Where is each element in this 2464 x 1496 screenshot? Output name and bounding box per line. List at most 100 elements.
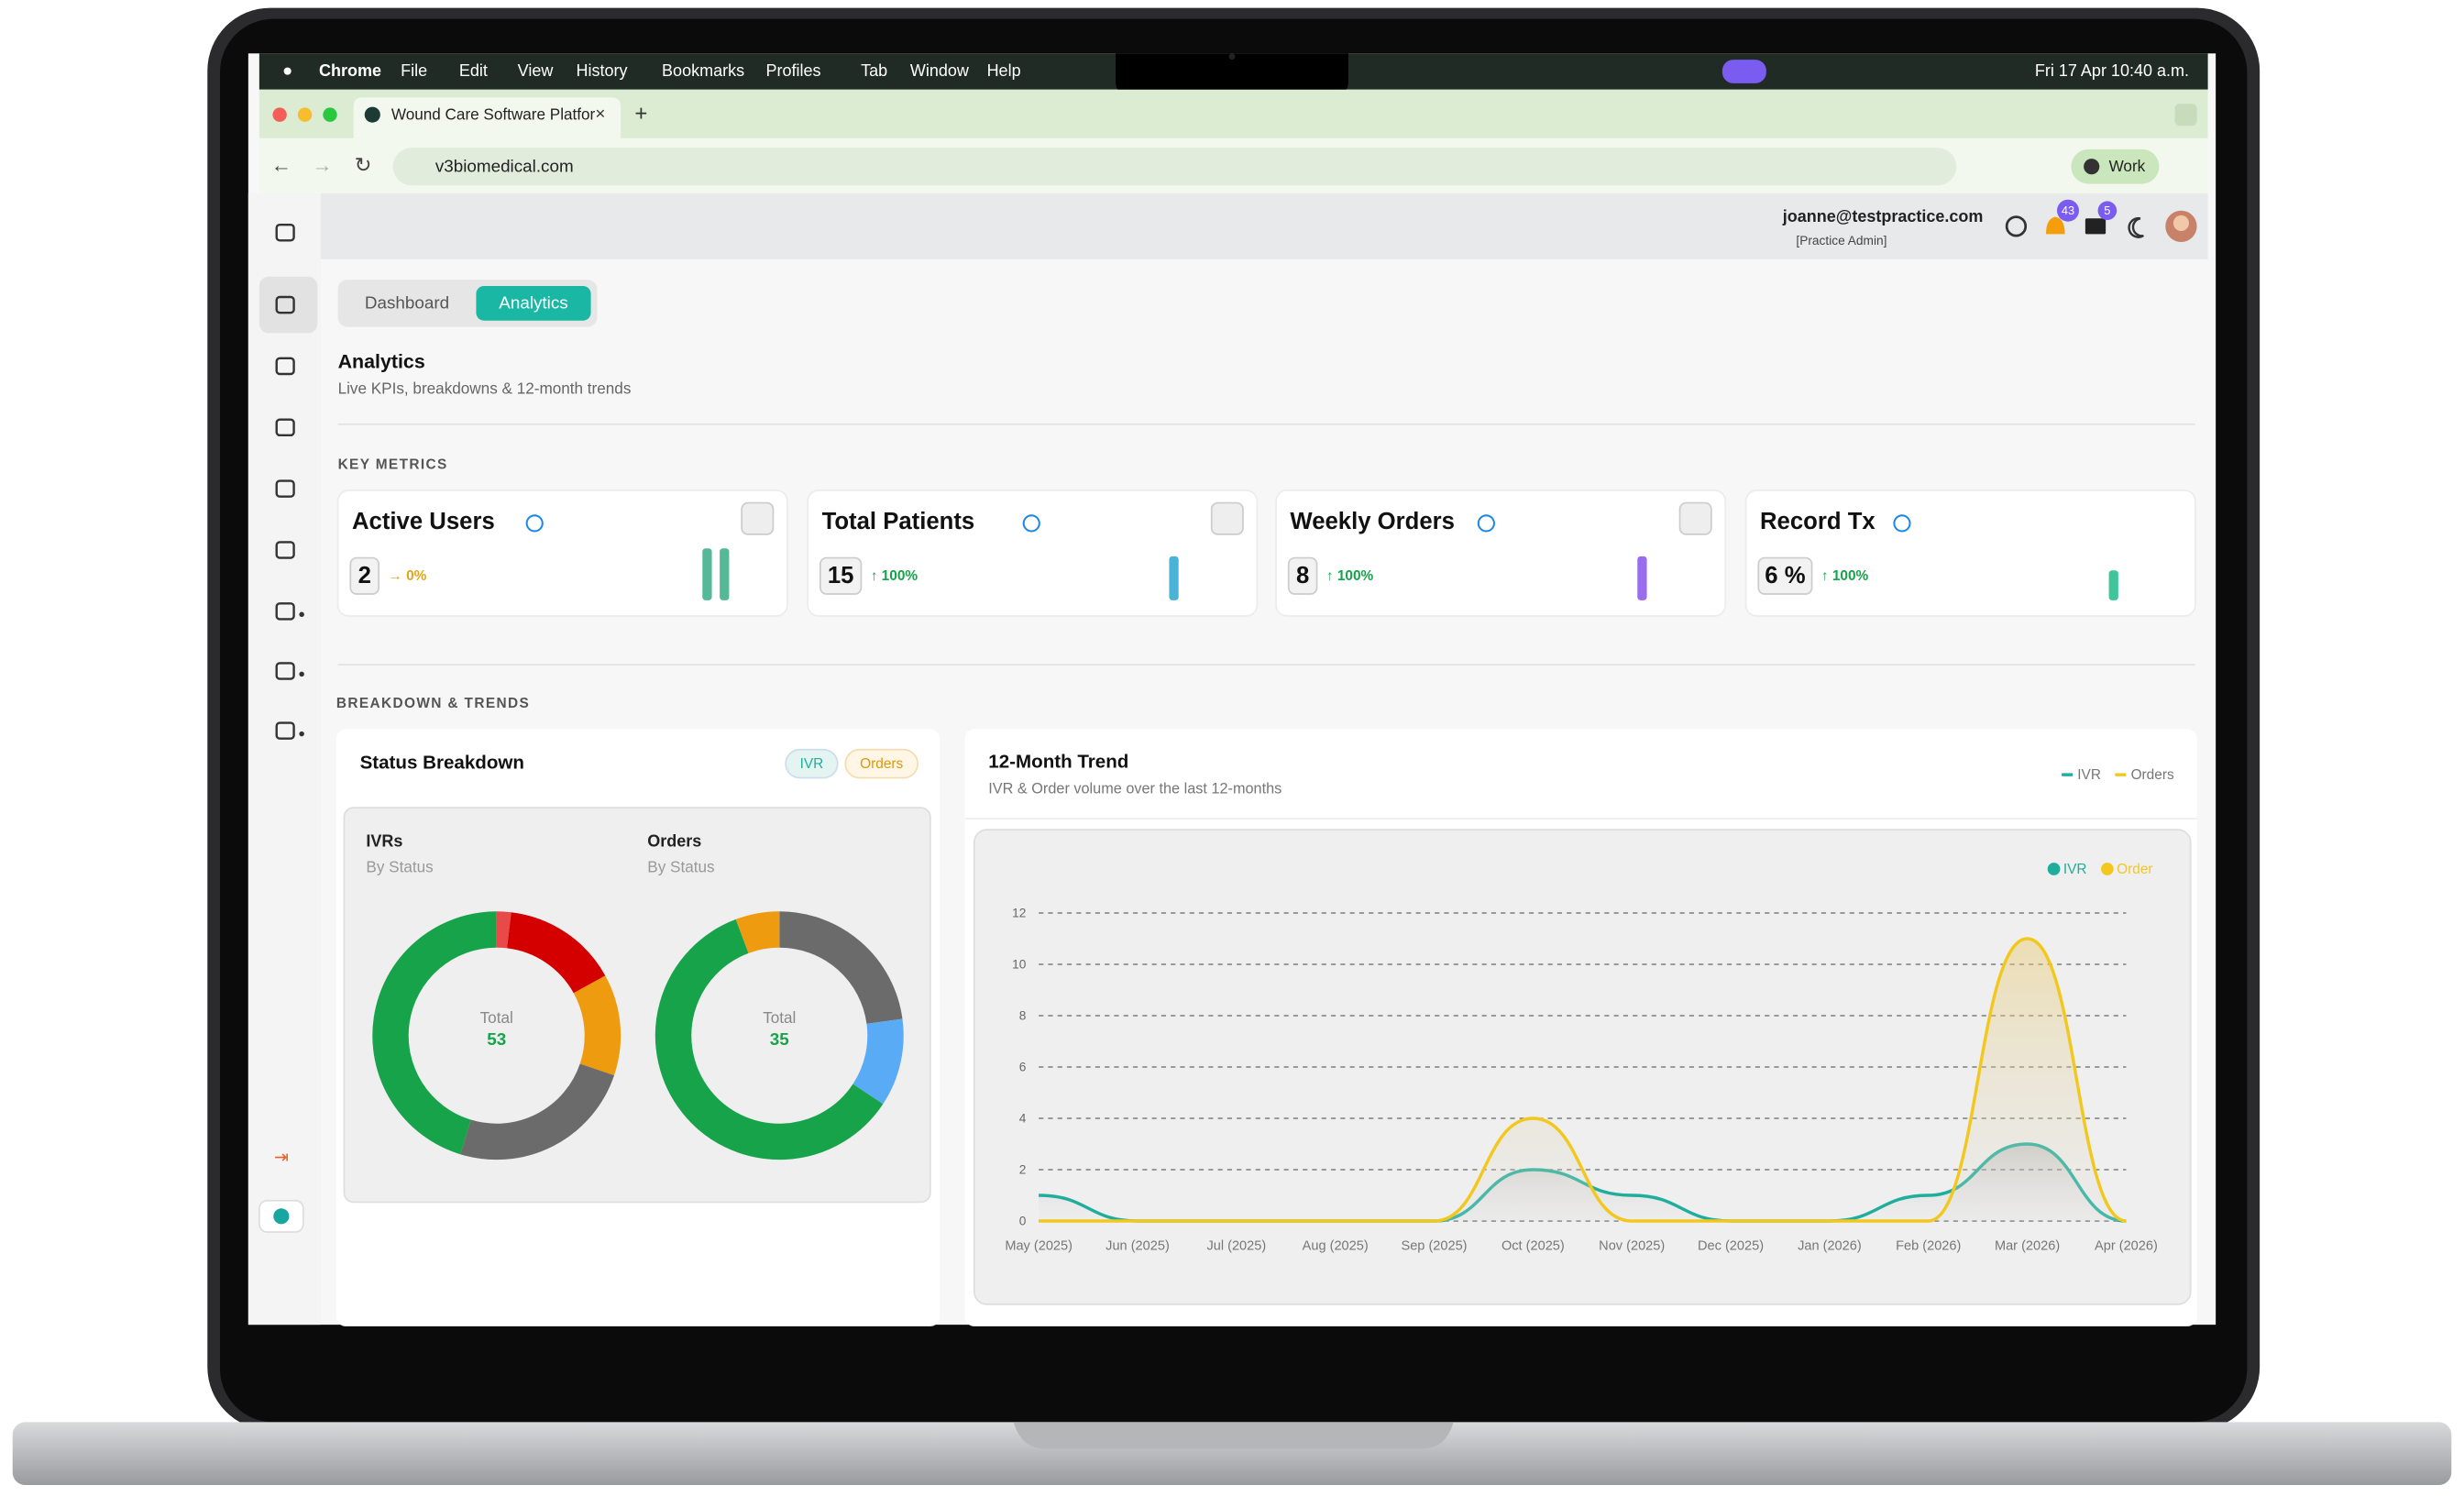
message-count: 5 — [2104, 204, 2110, 217]
apple-logo: ● — [282, 60, 292, 80]
metric-value: 6 % — [1765, 563, 1805, 588]
close-dot[interactable] — [272, 107, 287, 122]
active-tab[interactable] — [353, 97, 622, 138]
x-tick-label: Dec (2025) — [1698, 1238, 1764, 1253]
menu-item[interactable]: View — [518, 61, 555, 80]
y-tick-label: 2 — [1019, 1162, 1027, 1176]
sidebar-icon[interactable] — [275, 479, 295, 498]
spark-bar — [702, 548, 712, 600]
sidebar-icon[interactable] — [275, 602, 295, 621]
camera-notch — [1116, 53, 1348, 94]
theme-icon[interactable] — [2128, 216, 2144, 238]
donut-segment — [573, 975, 622, 1076]
app-header — [320, 192, 2208, 259]
spark-bar — [2108, 570, 2118, 600]
legend-label: IVR — [2077, 767, 2101, 783]
pill[interactable] — [844, 748, 918, 779]
info-icon[interactable] — [1893, 514, 1911, 533]
profile-chip[interactable] — [2071, 148, 2160, 184]
value-box — [349, 556, 380, 595]
info-icon[interactable] — [1022, 514, 1040, 533]
value-box — [1757, 556, 1813, 595]
menu-item[interactable]: Help — [987, 61, 1021, 80]
card-title: Status Breakdown — [360, 753, 524, 774]
metric-title: Record Tx — [1760, 509, 1876, 534]
tab-dashboard[interactable]: Dashboard — [365, 293, 449, 313]
metric-value: 8 — [1296, 563, 1309, 588]
donut-panel — [343, 807, 931, 1204]
back[interactable]: ← — [271, 154, 292, 177]
page-title: Analytics — [338, 351, 425, 373]
tab-search[interactable] — [2174, 104, 2197, 126]
max-dot[interactable] — [323, 107, 337, 122]
x-tick-label: Oct (2025) — [1502, 1238, 1565, 1253]
x-tick-label: Jan (2026) — [1798, 1238, 1862, 1253]
pill-orders[interactable]: Orders — [860, 756, 903, 772]
donut-segment — [735, 911, 780, 954]
menu-item[interactable]: History — [576, 61, 627, 80]
legend-label: Orders — [2131, 767, 2174, 783]
x-tick-label: Feb (2026) — [1896, 1238, 1961, 1253]
profile-avatar — [2084, 159, 2100, 175]
y-tick-label: 8 — [1019, 1008, 1027, 1022]
reload[interactable]: ↻ — [355, 154, 372, 177]
metric-title: Active Users — [352, 509, 495, 534]
profile-name: Work — [2109, 157, 2146, 175]
sidebar — [248, 192, 321, 1326]
url[interactable]: v3biomedical.com — [435, 157, 574, 176]
user-role: [Practice Admin] — [1796, 234, 1886, 248]
menu-item[interactable]: Edit — [459, 61, 488, 80]
tab-analytics[interactable]: Analytics — [499, 293, 567, 313]
sidebar-icon[interactable] — [275, 357, 295, 376]
info-icon[interactable] — [1477, 514, 1495, 533]
logout-icon[interactable]: ⇥ — [274, 1147, 289, 1166]
menu-item[interactable]: Tab — [861, 61, 887, 80]
compass-icon — [273, 1208, 290, 1225]
page-subtitle: Live KPIs, breakdowns & 12-month trends — [338, 380, 632, 398]
menu-item[interactable]: File — [401, 61, 427, 80]
metric-value: 15 — [828, 563, 854, 588]
menu-item[interactable]: Bookmarks — [662, 61, 744, 80]
avatar-face — [2172, 214, 2189, 231]
x-tick-label: Jul (2025) — [1206, 1238, 1266, 1253]
sidebar-icon[interactable] — [275, 662, 295, 680]
donut-title: IVRs — [366, 832, 402, 851]
card-subtitle: IVR & Order volume over the last 12-mont… — [988, 781, 1282, 798]
sidebar-icon[interactable] — [275, 223, 295, 242]
metric-card — [1744, 490, 2196, 617]
chart-toggle[interactable] — [741, 501, 775, 535]
sidebar-icon[interactable] — [275, 541, 295, 559]
sidebar-icon[interactable] — [275, 721, 295, 740]
new-tab[interactable]: + — [634, 101, 647, 126]
camera — [1228, 53, 1236, 60]
spark-bar — [1169, 556, 1179, 600]
value-box — [1287, 556, 1318, 595]
pill[interactable] — [785, 748, 839, 779]
forward[interactable]: → — [312, 154, 332, 177]
section-heading: KEY METRICS — [338, 457, 448, 473]
legend-dot — [2047, 863, 2061, 875]
chart-toggle[interactable] — [1210, 501, 1244, 535]
laptop-base — [12, 1422, 2452, 1485]
metric-value: 2 — [358, 563, 371, 588]
sidebar-icon[interactable] — [275, 295, 295, 314]
chart-toggle[interactable] — [1678, 501, 1712, 535]
bell-icon[interactable] — [2046, 216, 2065, 235]
tab-close[interactable]: × — [595, 104, 605, 123]
badge — [2097, 201, 2118, 220]
menu-item[interactable]: Profiles — [766, 61, 821, 80]
mail-icon[interactable] — [2084, 218, 2106, 235]
info-icon[interactable] — [525, 514, 544, 533]
sidebar-active — [258, 276, 318, 334]
sidebar-icon[interactable] — [275, 418, 295, 437]
headset-icon[interactable] — [2005, 215, 2028, 237]
legend-label: Order — [2117, 862, 2152, 877]
apple-menu[interactable]: Chrome — [319, 61, 381, 80]
legend-dot — [2101, 863, 2114, 875]
min-dot[interactable] — [297, 107, 313, 122]
omnibox[interactable] — [392, 148, 1957, 186]
menu-item[interactable]: Window — [910, 61, 970, 80]
pill-ivr[interactable]: IVR — [800, 756, 824, 772]
donut-total-label: Total — [480, 1008, 513, 1027]
